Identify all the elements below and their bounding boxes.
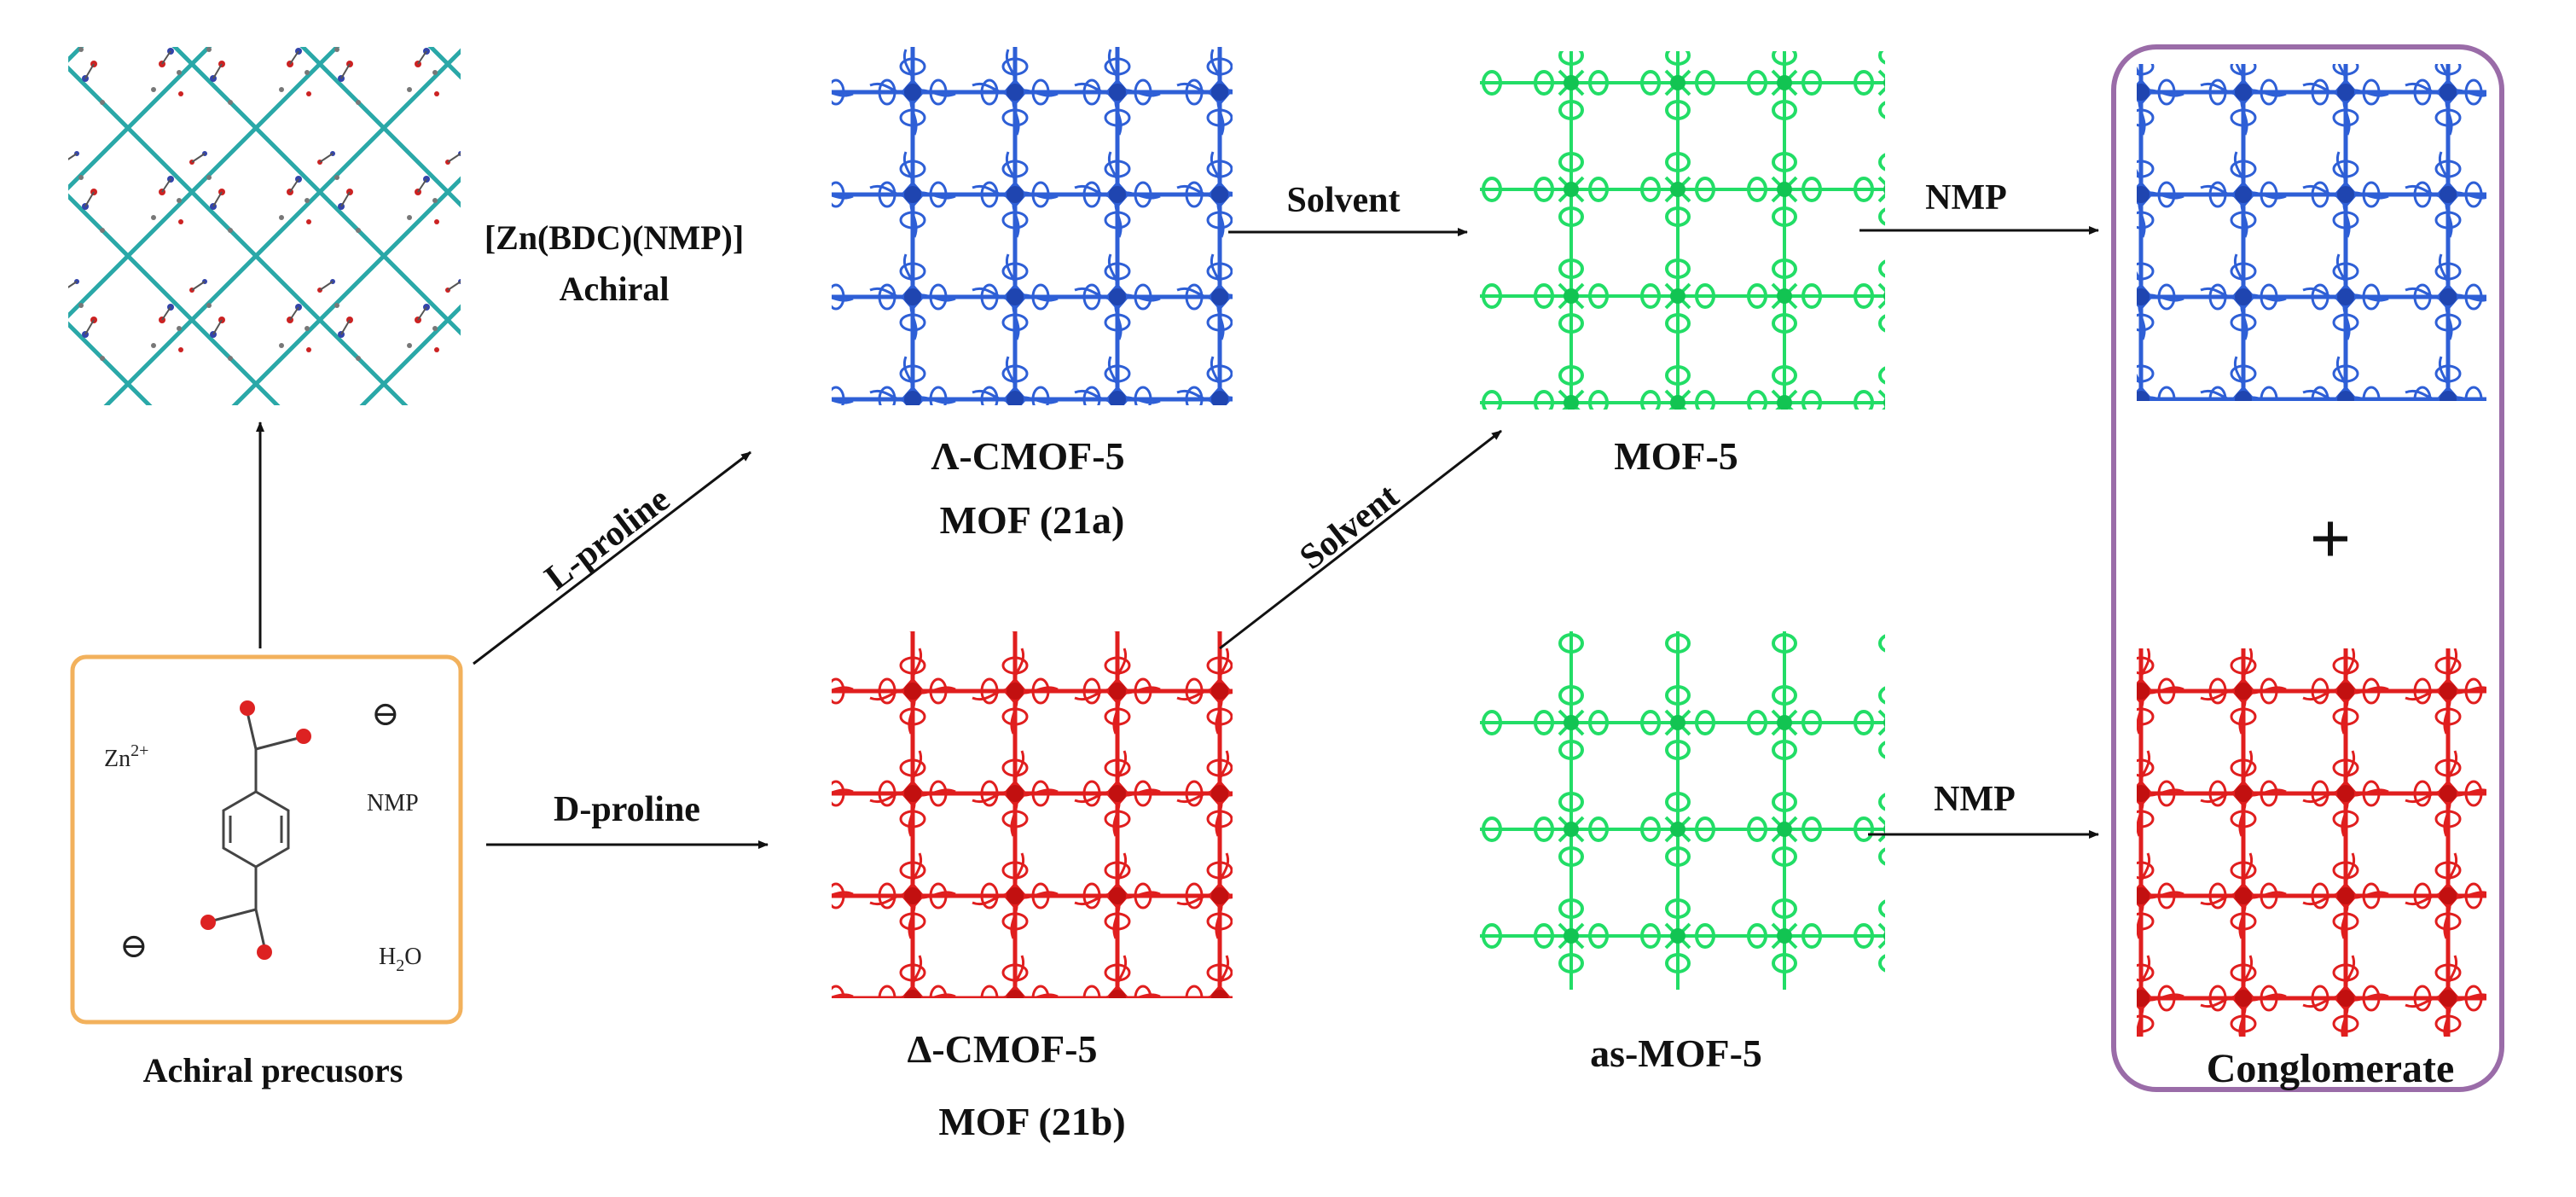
plus-sign: +: [2309, 497, 2351, 579]
precursor-box-border: [70, 654, 463, 1025]
conglomerate-lambda-framework: [2137, 64, 2486, 401]
carboxylate-charge-top: ⊖: [371, 694, 400, 733]
mof-21b-label: MOF (21b): [938, 1100, 1125, 1143]
nmp-label-top: NMP: [1925, 178, 2007, 218]
mof-21a-label: MOF (21a): [940, 498, 1125, 542]
bdc-structure-icon: [212, 712, 299, 948]
as-mof5-label: as-MOF-5: [1590, 1031, 1762, 1075]
lambda-cmof5-label: Λ-CMOF-5: [931, 434, 1124, 478]
nmp-label-bottom: NMP: [1934, 780, 2016, 819]
l-proline-label: L-proline: [538, 479, 677, 598]
solvent-label-diagonal: Solvent: [1292, 477, 1406, 578]
delta-cmof5-framework: [832, 631, 1233, 998]
achiral-label: Achiral: [560, 270, 670, 308]
zinc-ion-label: Zn2+: [104, 741, 148, 772]
d-proline-label: D-proline: [554, 790, 700, 829]
zn-bdc-nmp-formula: [Zn(BDC)(NMP)]: [484, 218, 744, 257]
achiral-zn-bdc-nmp-framework: [68, 47, 461, 405]
mof5-framework: [1480, 51, 1885, 410]
solvent-arrow-diagonal: [1219, 429, 1502, 650]
achiral-precursors-box: ⊖ ⊖ Zn2+ NMP H2O: [70, 654, 463, 1025]
as-mof5-framework: [1480, 631, 1885, 990]
delta-cmof5-label: Δ-CMOF-5: [908, 1027, 1098, 1071]
mof5-label: MOF-5: [1614, 434, 1738, 478]
conglomerate-label: Conglomerate: [2207, 1046, 2455, 1091]
nmp-precursor-label: NMP: [367, 790, 419, 816]
lambda-cmof5-framework: [832, 47, 1233, 405]
water-label: H2O: [379, 944, 421, 975]
l-proline-arrow: [473, 450, 751, 665]
achiral-precursors-label: Achiral precusors: [143, 1051, 403, 1090]
solvent-label-top: Solvent: [1286, 181, 1400, 220]
carboxylate-charge-bottom: ⊖: [119, 927, 148, 965]
conglomerate-delta-framework: [2137, 648, 2486, 1037]
